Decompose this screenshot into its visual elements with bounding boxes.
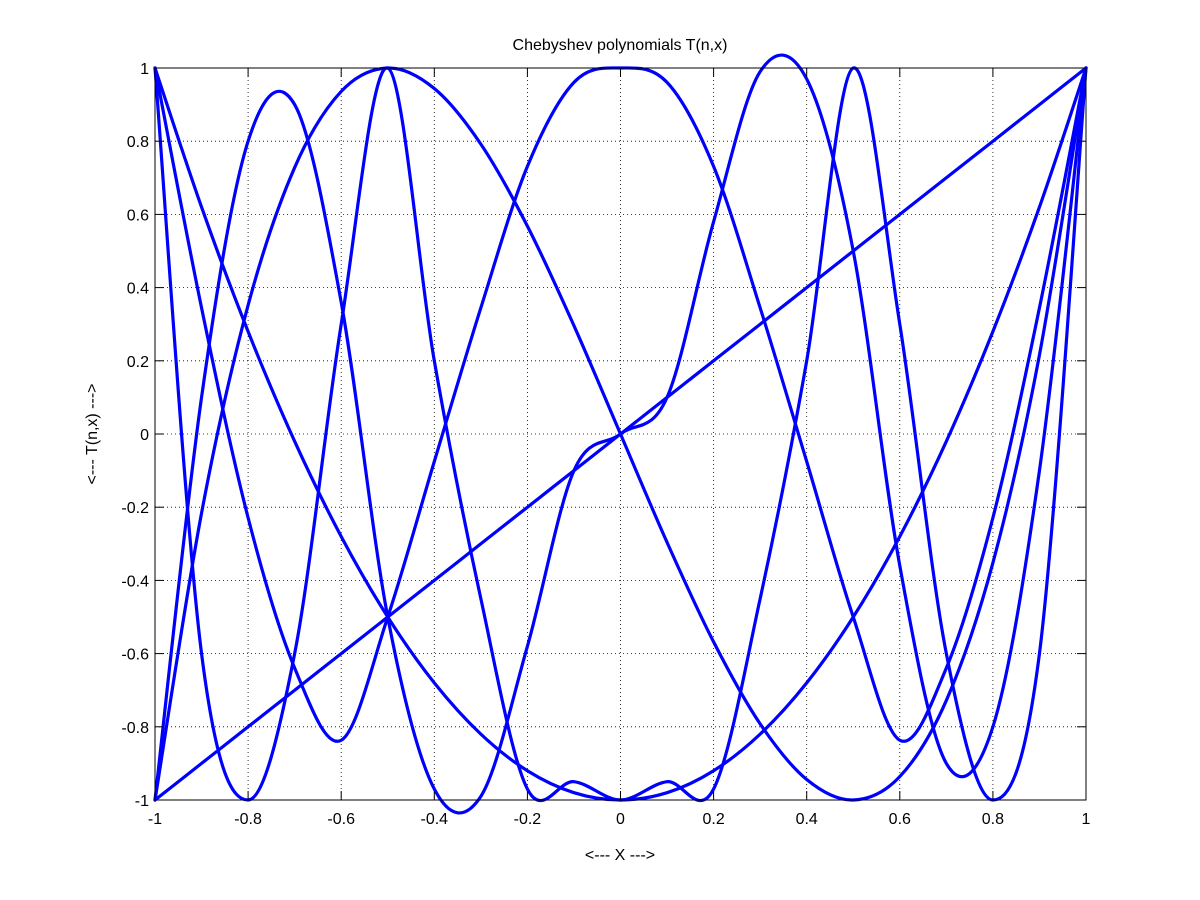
y-tick-label: 0.2 bbox=[127, 354, 149, 371]
x-tick-label: 1 bbox=[1082, 811, 1091, 828]
x-tick-label: 0.4 bbox=[796, 811, 818, 828]
y-tick-label: -0.8 bbox=[121, 720, 149, 737]
y-tick-label: 0.4 bbox=[127, 281, 149, 298]
chart-title: Chebyshev polynomials T(n,x) bbox=[513, 37, 728, 54]
series-line-5 bbox=[153, 53, 1088, 815]
x-tick-label: 0.2 bbox=[702, 811, 724, 828]
y-tick-label: 1 bbox=[140, 61, 149, 78]
y-tick-label: -1 bbox=[135, 793, 149, 810]
x-tick-label: -0.2 bbox=[514, 811, 542, 828]
y-tick-label: -0.6 bbox=[121, 647, 149, 664]
y-tick-label: -0.4 bbox=[121, 573, 149, 590]
y-axis-label: <--- T(n,x) ---> bbox=[84, 383, 101, 484]
x-tick-label: -1 bbox=[148, 811, 162, 828]
x-tick-label: 0 bbox=[616, 811, 625, 828]
x-tick-label: 0.8 bbox=[982, 811, 1004, 828]
x-tick-label: -0.4 bbox=[421, 811, 449, 828]
y-tick-label: 0.6 bbox=[127, 207, 149, 224]
y-tick-label: 0.8 bbox=[127, 134, 149, 151]
y-tick-label: 0 bbox=[140, 427, 149, 444]
y-tick-label: -0.2 bbox=[121, 500, 149, 517]
x-tick-labels: -1 -0.8 -0.6 -0.4 -0.2 0 0.2 0.4 0.6 0.8 1 bbox=[148, 811, 1091, 828]
x-tick-label: -0.6 bbox=[327, 811, 355, 828]
y-tick-labels: -1 -0.8 -0.6 -0.4 -0.2 0 0.2 0.4 0.6 0.8 1 bbox=[121, 61, 149, 810]
axis-ticks bbox=[154, 67, 1087, 801]
x-axis-label: <--- X ---> bbox=[585, 847, 655, 864]
x-tick-label: 0.6 bbox=[889, 811, 911, 828]
x-tick-label: -0.8 bbox=[234, 811, 262, 828]
